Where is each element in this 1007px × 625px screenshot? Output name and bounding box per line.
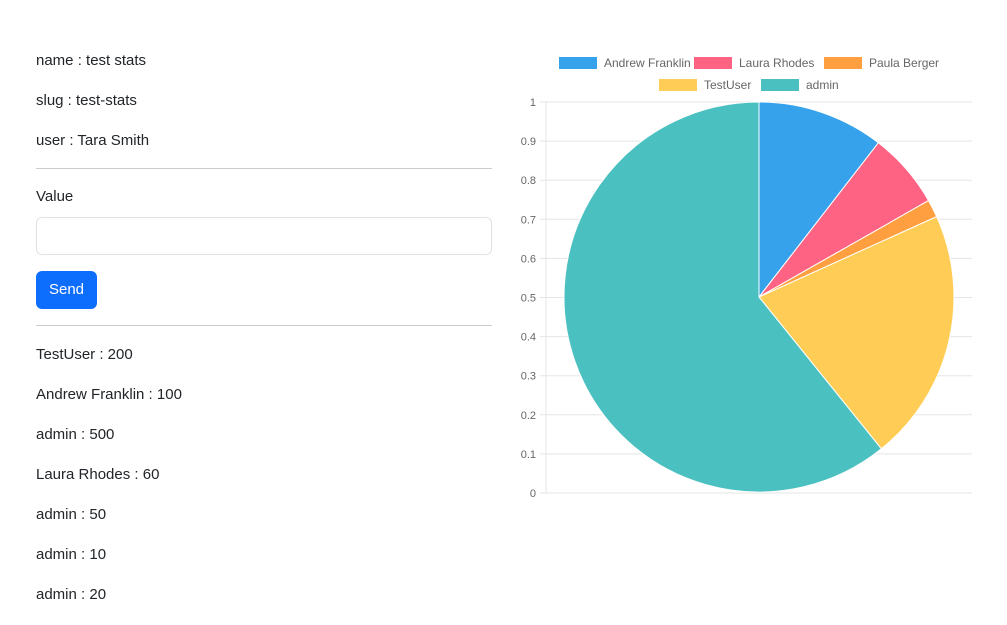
- y-tick-label: 0.3: [521, 371, 536, 383]
- divider: [36, 168, 492, 169]
- divider: [36, 325, 492, 326]
- legend-label: Andrew Franklin: [604, 56, 691, 70]
- y-tick-label: 0.1: [521, 449, 536, 461]
- y-tick-label: 0.7: [521, 214, 536, 226]
- stat-name: name : test stats: [36, 52, 147, 69]
- send-button[interactable]: Send: [36, 271, 97, 309]
- entry-item: TestUser : 200: [36, 346, 133, 363]
- stat-user: user : Tara Smith: [36, 132, 150, 149]
- legend-swatch: [659, 79, 697, 91]
- legend-label: admin: [806, 78, 839, 92]
- entry-item: admin : 500: [36, 426, 115, 443]
- legend-label: Laura Rhodes: [739, 56, 814, 70]
- stat-slug: slug : test-stats: [36, 92, 137, 109]
- entry-item: admin : 50: [36, 506, 107, 523]
- y-tick-label: 0.5: [521, 293, 536, 305]
- y-tick-label: 0.4: [521, 332, 536, 344]
- entry-item: Laura Rhodes : 60: [36, 466, 160, 483]
- pie-slice: [758, 215, 955, 450]
- value-label: Value: [36, 188, 74, 205]
- y-tick-label: 0.8: [521, 175, 536, 187]
- entry-item: admin : 10: [36, 546, 107, 563]
- legend-label: TestUser: [704, 78, 751, 92]
- legend-swatch: [694, 57, 732, 69]
- y-tick-label: 0.2: [521, 410, 536, 422]
- legend-swatch: [559, 57, 597, 69]
- legend-swatch: [761, 79, 799, 91]
- value-input[interactable]: [36, 217, 492, 255]
- pie-slice: [758, 101, 880, 299]
- legend-swatch: [824, 57, 862, 69]
- pie-chart-svg: 1 0.9 0.8 0.7 0.6 0.5 0.4 0.3 0.2 0.1 0 Andrew Fran…: [521, 56, 972, 500]
- y-tick-label: 1: [530, 97, 536, 109]
- y-tick-label: 0: [530, 488, 536, 500]
- y-tick-label: 0.6: [521, 253, 536, 265]
- stats-chart: 1 0.9 0.8 0.7 0.6 0.5 0.4 0.3 0.2 0.1 0 Andrew Fran…: [500, 40, 990, 510]
- legend-label: Paula Berger: [869, 56, 939, 70]
- pie-slice: [563, 101, 883, 493]
- y-tick-label: 0.9: [521, 136, 536, 148]
- entry-item: Andrew Franklin : 100: [36, 386, 182, 403]
- entry-item: admin : 20: [36, 586, 107, 603]
